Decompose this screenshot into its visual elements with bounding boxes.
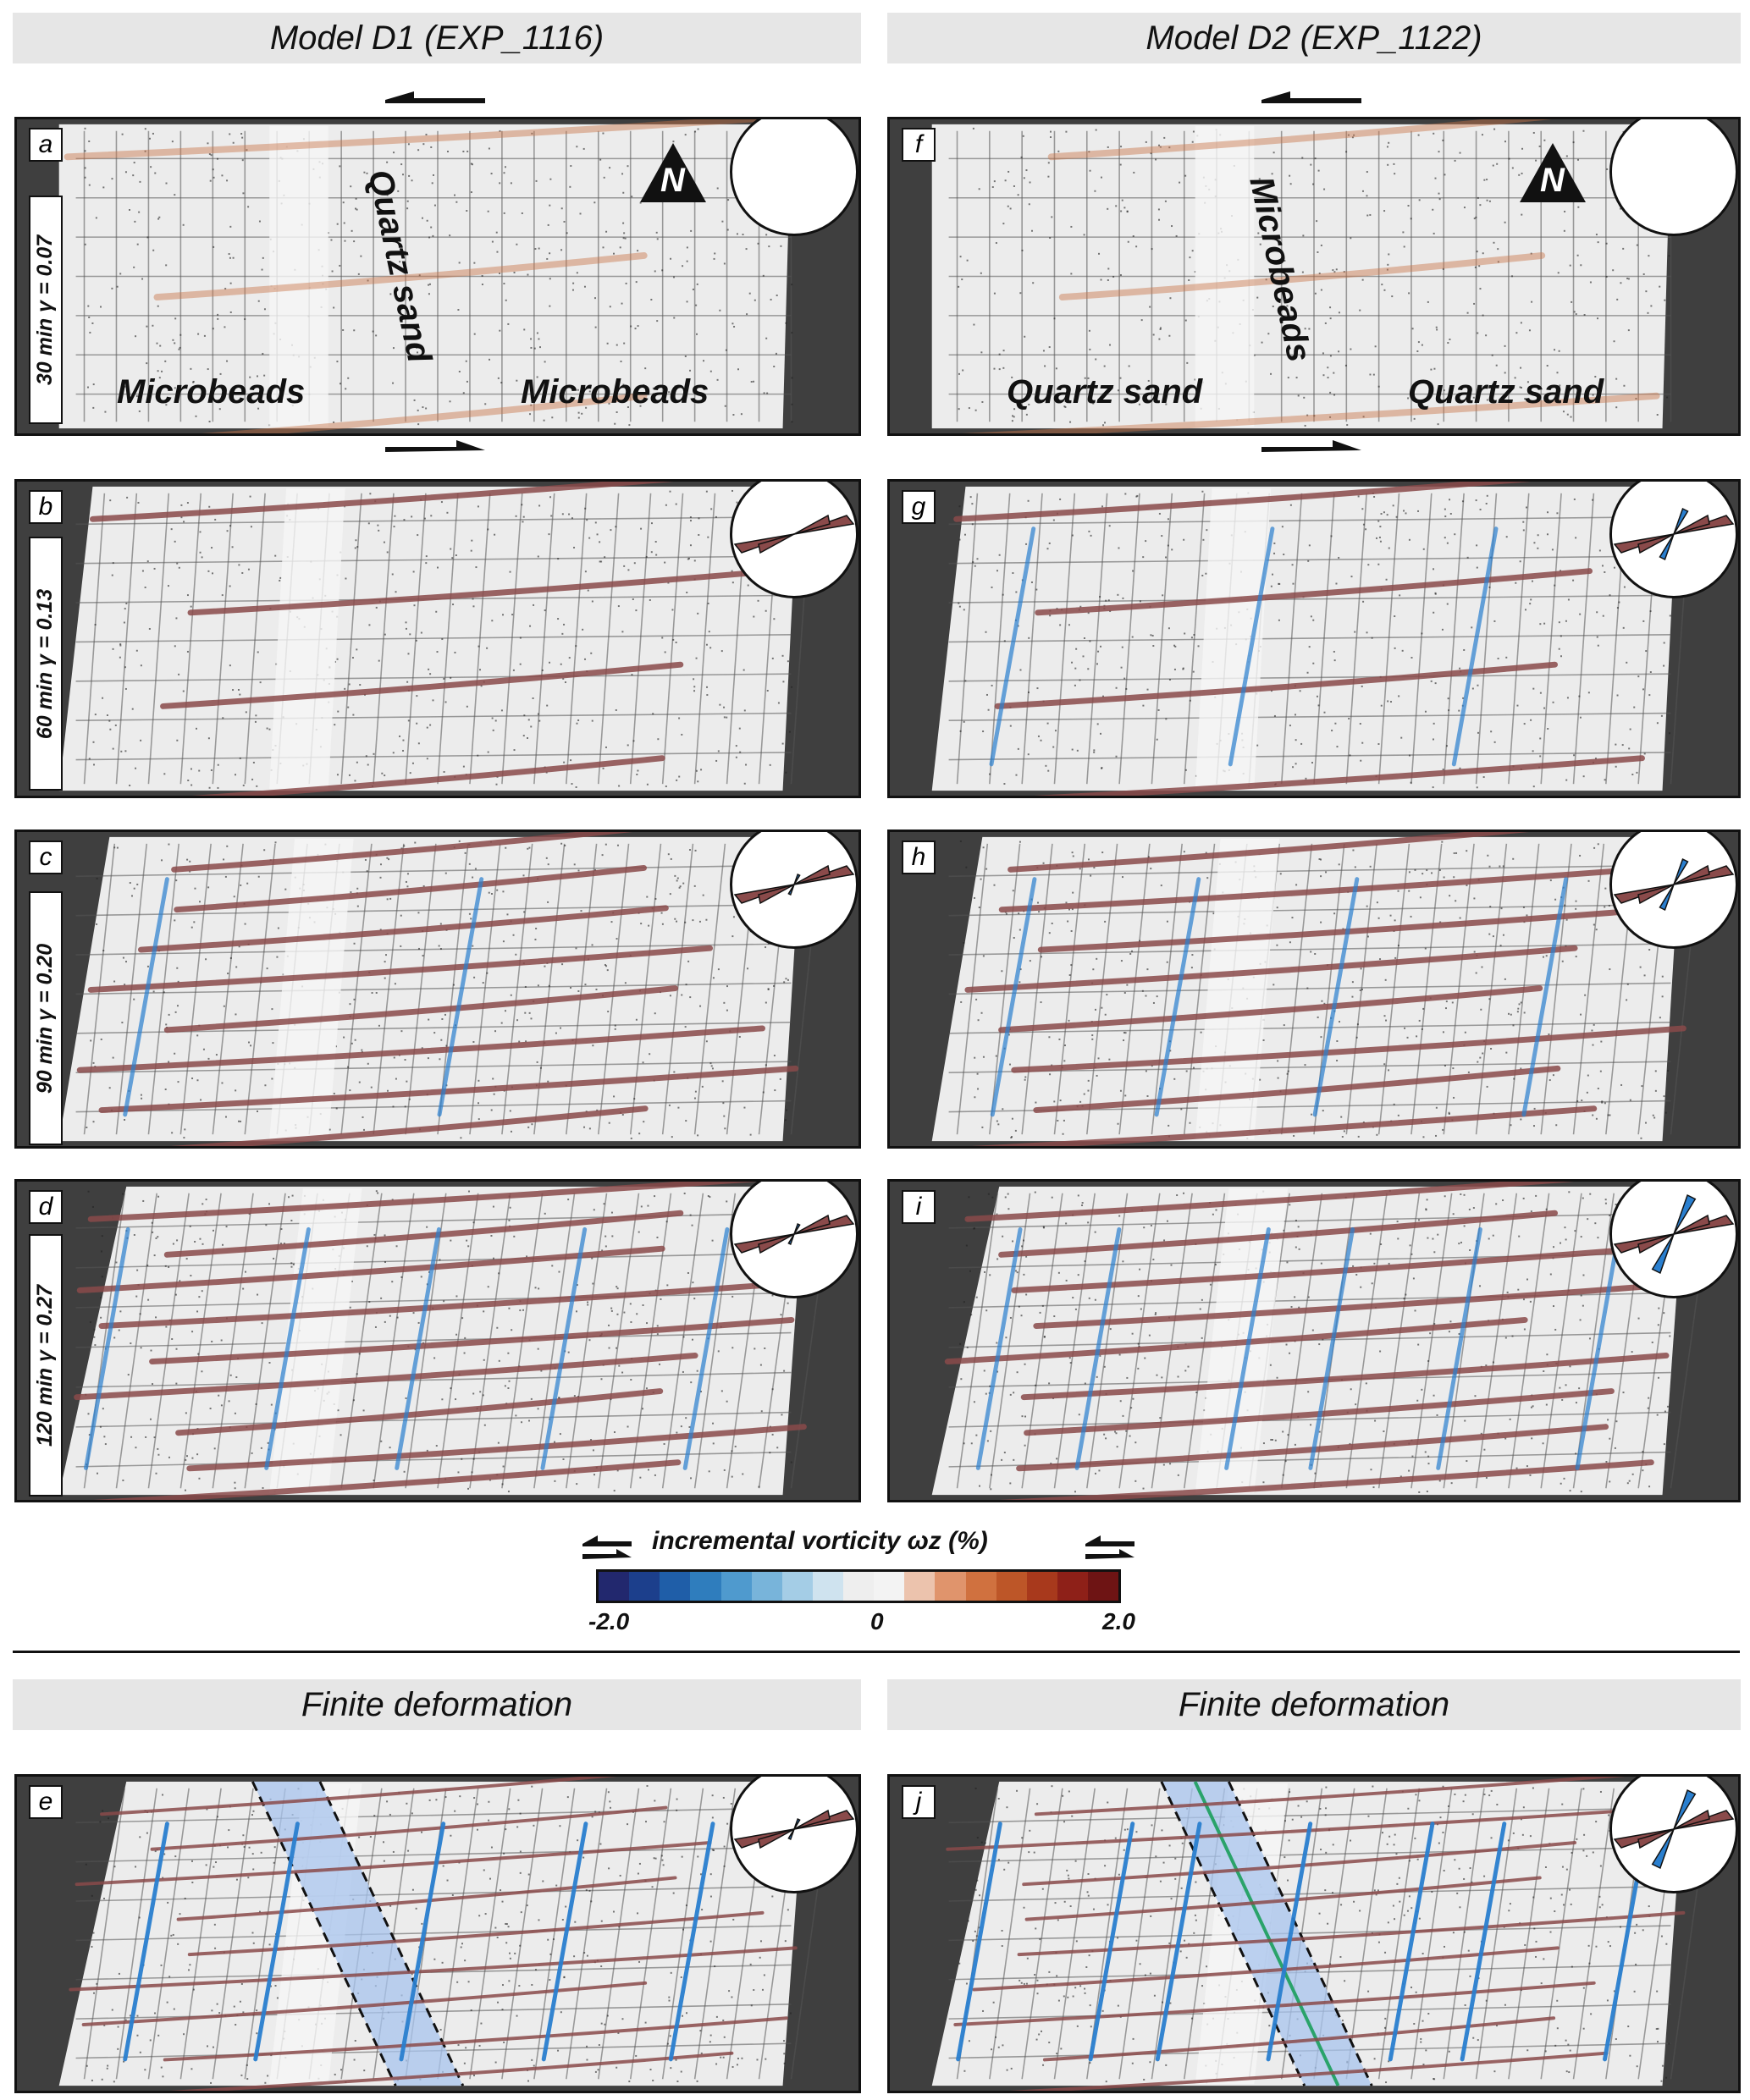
shear-arrow-top-left (385, 91, 485, 103)
colorbar-min: -2.0 (588, 1608, 630, 1634)
panel-j: j (887, 1774, 1741, 2093)
north-arrow-icon: N (1520, 143, 1586, 202)
section-divider (13, 1651, 1740, 1653)
rose-diagram (1609, 1777, 1738, 1893)
header-finite-left: Finite deformation (13, 1679, 861, 1730)
panel-g: g (887, 479, 1741, 798)
north-label: N (1540, 162, 1565, 199)
material-label: Microbeads (521, 373, 709, 411)
rose-diagram (730, 119, 858, 236)
panel-d: d 120 min γ = 0.27 (14, 1179, 861, 1502)
material-label: Quartz sand (1007, 373, 1203, 411)
shear-arrow-bottom-right (1261, 440, 1361, 452)
panel-letter: h (902, 841, 936, 874)
colorbar-step-1 (629, 1572, 660, 1601)
colorbar-step-13 (996, 1572, 1027, 1601)
panel-h: h (887, 830, 1741, 1149)
colorbar-step-7 (812, 1572, 843, 1601)
colorbar-title: incremental vorticity ωz (%) (652, 1527, 988, 1555)
time-shear-text: 30 min γ = 0.07 (33, 234, 58, 385)
shear-arrow-bottom-left (385, 440, 485, 452)
colorbar-step-15 (1057, 1572, 1088, 1601)
rose-diagram (730, 1182, 858, 1298)
panel-b: b 60 min γ = 0.13 (14, 479, 861, 798)
rose-diagram (730, 482, 858, 598)
header-finite-right: Finite deformation (887, 1679, 1741, 1730)
rose-diagram (1609, 832, 1738, 949)
rose-diagram (1609, 1182, 1738, 1298)
panel-letter: i (902, 1190, 936, 1224)
material-label: Quartz sand (1408, 373, 1604, 411)
panel-f: f N Quartz sand Microbeads Quartz sand (887, 117, 1741, 436)
panel-letter: a (29, 128, 63, 162)
north-label: N (660, 162, 685, 199)
panel-i: i (887, 1179, 1741, 1502)
panel-letter: e (29, 1785, 63, 1819)
time-shear-label: 60 min γ = 0.13 (29, 537, 63, 791)
panel-letter: b (29, 490, 63, 524)
colorbar-sinistral-symbol (582, 1535, 632, 1559)
panel-a: a 30 min γ = 0.07 N Microbeads Quartz sand Mi… (14, 117, 861, 436)
north-arrow-icon: N (640, 143, 706, 202)
panel-letter: g (902, 490, 936, 524)
panel-e: e (14, 1774, 861, 2093)
colorbar-step-10 (904, 1572, 936, 1601)
header-model-d1: Model D1 (EXP_1116) (13, 13, 861, 63)
panel-letter: j (902, 1785, 936, 1819)
panel-letter: c (29, 841, 63, 874)
colorbar-step-14 (1026, 1572, 1057, 1601)
time-shear-label: 90 min γ = 0.20 (29, 891, 63, 1145)
rose-diagram (730, 1777, 858, 1893)
time-shear-label: 120 min γ = 0.27 (29, 1234, 63, 1496)
panel-letter: f (902, 128, 936, 162)
rose-diagram (1609, 482, 1738, 598)
time-shear-text: 60 min γ = 0.13 (33, 588, 58, 739)
rose-diagram (1609, 119, 1738, 236)
colorbar (596, 1569, 1121, 1603)
colorbar-mid: 0 (870, 1608, 884, 1634)
colorbar-step-3 (690, 1572, 721, 1601)
colorbar-step-6 (781, 1572, 813, 1601)
panel-c: c 90 min γ = 0.20 (14, 830, 861, 1149)
colorbar-step-2 (660, 1572, 691, 1601)
colorbar-step-5 (751, 1572, 782, 1601)
colorbar-step-8 (843, 1572, 875, 1601)
colorbar-step-9 (874, 1572, 905, 1601)
header-model-d2: Model D2 (EXP_1122) (887, 13, 1741, 63)
panel-letter: d (29, 1190, 63, 1224)
colorbar-max: 2.0 (1102, 1608, 1135, 1634)
material-label: Microbeads (117, 373, 306, 411)
colorbar-step-0 (599, 1572, 630, 1601)
rose-diagram (730, 832, 858, 949)
colorbar-step-4 (720, 1572, 752, 1601)
time-shear-text: 90 min γ = 0.20 (33, 943, 58, 1094)
shear-arrow-top-right (1261, 91, 1361, 103)
time-shear-label: 30 min γ = 0.07 (29, 196, 63, 424)
time-shear-text: 120 min γ = 0.27 (33, 1284, 58, 1447)
colorbar-dextral-symbol (1085, 1535, 1134, 1559)
colorbar-step-12 (965, 1572, 996, 1601)
colorbar-step-16 (1088, 1572, 1119, 1601)
colorbar-step-11 (935, 1572, 966, 1601)
